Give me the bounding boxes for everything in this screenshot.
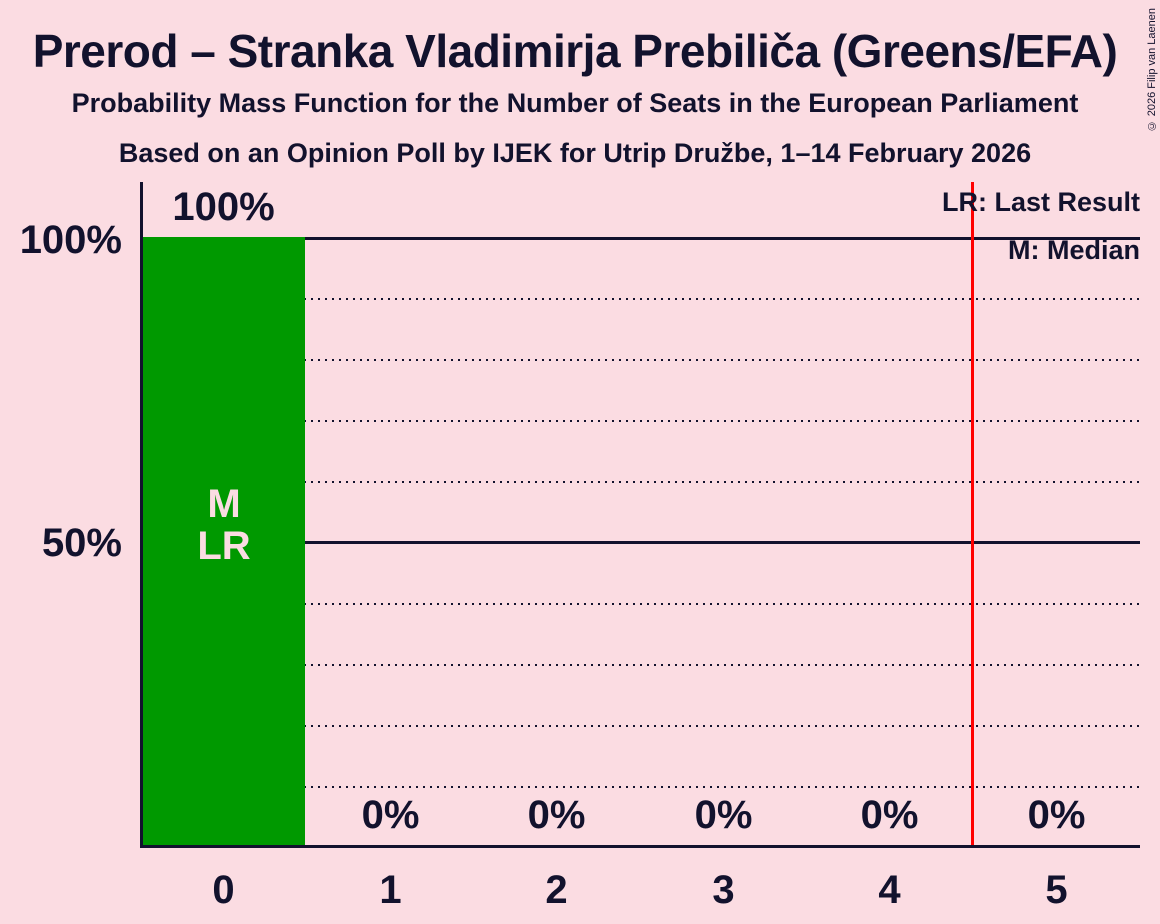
gridline-70	[143, 420, 1140, 422]
chart-subtitle: Probability Mass Function for the Number…	[71, 88, 1079, 118]
gridline-50	[143, 541, 1140, 544]
gridline-10	[143, 786, 1140, 788]
x-tick-5: 5	[1045, 868, 1068, 912]
x-tick-2: 2	[545, 868, 568, 912]
legend-last-result: LR: Last Result	[941, 187, 1140, 217]
gridline-40	[143, 603, 1140, 605]
value-label-seat-1: 0%	[361, 793, 420, 837]
x-axis-line	[140, 845, 1140, 848]
last-result-line	[971, 182, 974, 845]
x-tick-3: 3	[712, 868, 735, 912]
gridline-100	[143, 237, 1140, 240]
gridline-80	[143, 359, 1140, 361]
chart-poll-details: Based on an Opinion Poll by IJEK for Utr…	[118, 138, 1032, 168]
bar-seat-0	[143, 237, 305, 848]
chart-title: Prerod – Stranka Vladimirja Prebiliča (G…	[32, 25, 1118, 77]
y-axis-label-100: 100%	[19, 218, 122, 262]
legend-median: M: Median	[1008, 235, 1140, 265]
copyright-notice: © 2026 Filip van Laenen	[1146, 8, 1158, 132]
gridline-30	[143, 664, 1140, 666]
value-label-seat-3: 0%	[694, 793, 753, 837]
y-axis-line	[140, 182, 143, 848]
x-tick-0: 0	[212, 868, 235, 912]
gridline-90	[143, 298, 1140, 300]
value-label-seat-2: 0%	[527, 793, 586, 837]
value-label-seat-0: 100%	[172, 185, 275, 229]
plot-area: M LR	[140, 182, 1140, 848]
bar-median-lastresult-marker: M LR	[143, 483, 305, 567]
gridline-20	[143, 725, 1140, 727]
x-tick-4: 4	[878, 868, 901, 912]
y-axis-label-50: 50%	[41, 521, 122, 565]
last-result-marker: LR	[197, 524, 251, 568]
x-tick-1: 1	[379, 868, 402, 912]
gridline-60	[143, 481, 1140, 483]
value-label-seat-5: 0%	[1027, 793, 1086, 837]
value-label-seat-4: 0%	[860, 793, 919, 837]
median-marker: M	[207, 482, 241, 526]
